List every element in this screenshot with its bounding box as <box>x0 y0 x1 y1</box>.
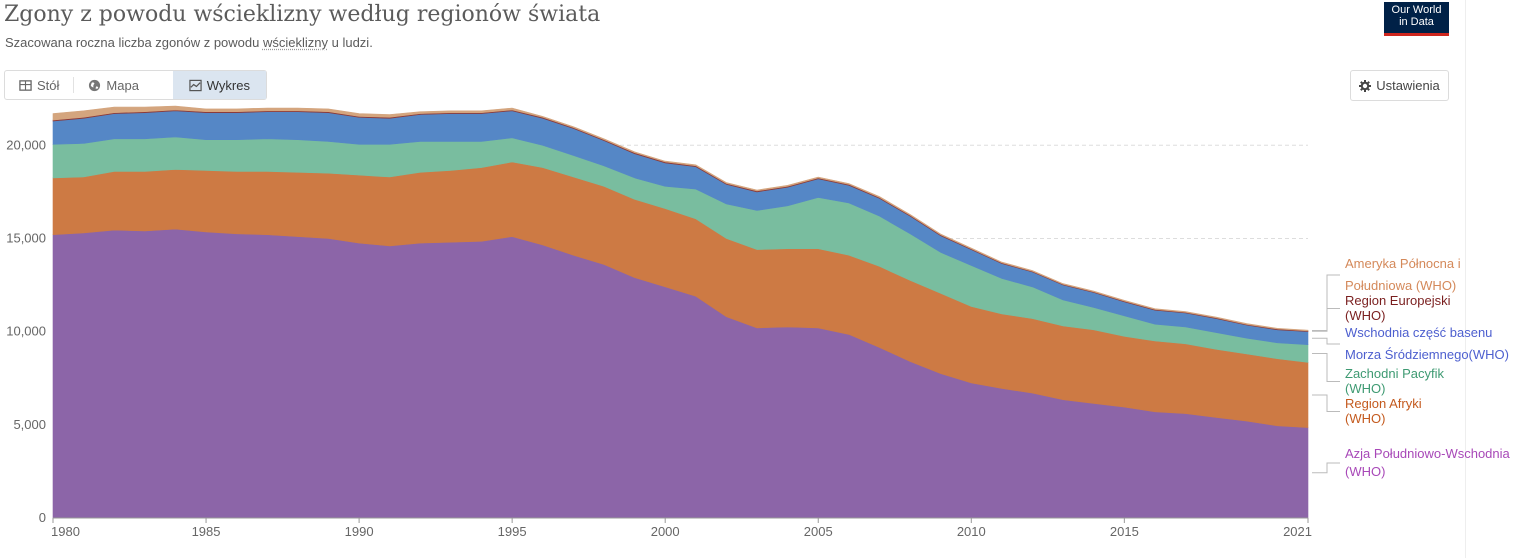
legend-label-3-0: Zachodni Pacyfik <box>1345 366 1444 381</box>
globe-icon <box>89 79 101 91</box>
y-tick-label-5000: 5,000 <box>13 417 46 432</box>
rabies-term-link[interactable]: wścieklizny <box>262 35 328 50</box>
legend-label-2-0: Wschodnia część basenu <box>1345 325 1492 340</box>
legend-connector-4 <box>1312 394 1340 412</box>
legend-connector-1 <box>1312 308 1340 332</box>
view-tabs: Stół Mapa Wykres <box>4 70 267 100</box>
legend-connector-3 <box>1312 353 1340 382</box>
legend-label-5-0: Azja Południowo-Wschodnia <box>1345 446 1511 461</box>
y-tick-label-20000: 20,000 <box>6 137 46 152</box>
legend-connector-2 <box>1312 337 1340 345</box>
logo-line-1: Our World <box>1391 4 1442 16</box>
gear-icon <box>1359 79 1372 92</box>
legend-connector-0 <box>1312 274 1340 331</box>
area-series <box>52 105 1309 519</box>
settings-label: Ustawienia <box>1376 78 1440 93</box>
x-tick-label-1990: 1990 <box>345 524 374 539</box>
tab-chart[interactable]: Wykres <box>172 71 266 99</box>
legend-label-0-1: Południowa (WHO) <box>1345 278 1456 293</box>
subtitle-end: u ludzi. <box>328 35 373 50</box>
legend-connector-5 <box>1312 462 1340 474</box>
tab-table-label: Stół <box>37 77 60 93</box>
legend-label-4-0: Region Afryki <box>1345 396 1422 411</box>
x-tick-label-1980: 1980 <box>51 524 80 539</box>
legend-label-1-0: Region Europejski <box>1345 293 1451 308</box>
chart-title: Zgony z powodu wścieklizny według region… <box>4 2 601 27</box>
logo-line-2: in Data <box>1399 16 1434 28</box>
tab-map[interactable]: Mapa <box>74 71 153 99</box>
x-tick-label-1995: 1995 <box>498 524 527 539</box>
x-axis-ticks: 1980 1985 1990 1995 2000 2005 2010 2015 2021 <box>51 517 1312 539</box>
tab-chart-label: Wykres <box>206 77 250 93</box>
legend-label-1-1: (WHO) <box>1345 308 1385 323</box>
x-tick-label-1985: 1985 <box>192 524 221 539</box>
chart-icon <box>189 79 202 91</box>
subtitle-text: Szacowana roczna liczba zgonów z powodu <box>5 35 263 50</box>
settings-button[interactable]: Ustawienia <box>1350 70 1449 101</box>
legend-label-0-0: Ameryka Północna i <box>1345 256 1461 271</box>
area-series-5 <box>52 105 1309 332</box>
x-tick-label-2005: 2005 <box>804 524 833 539</box>
y-tick-label-10000: 10,000 <box>6 324 46 339</box>
page-divider <box>1465 0 1466 558</box>
owid-logo[interactable]: Our World in Data <box>1384 2 1449 36</box>
tab-table[interactable]: Stół <box>5 77 75 93</box>
legend-label-4-1: (WHO) <box>1345 411 1385 426</box>
legend-label-3-1: (WHO) <box>1345 381 1385 396</box>
x-tick-label-2021: 2021 <box>1283 524 1312 539</box>
x-tick-label-2015: 2015 <box>1110 524 1139 539</box>
legend-label-5-1: (WHO) <box>1345 464 1385 479</box>
chart-subtitle: Szacowana roczna liczba zgonów z powodu … <box>5 35 373 50</box>
x-tick-label-2010: 2010 <box>957 524 986 539</box>
y-tick-label-0: 0 <box>39 510 46 525</box>
y-tick-label-15000: 15,000 <box>6 230 46 245</box>
tab-map-label: Mapa <box>106 77 139 93</box>
y-axis-ticks: 0 5,000 10,000 15,000 20,000 <box>6 137 46 525</box>
legend-label-2-1: Morza Śródziemnego(WHO) <box>1345 347 1509 362</box>
x-tick-label-2000: 2000 <box>651 524 680 539</box>
table-icon <box>19 79 32 91</box>
